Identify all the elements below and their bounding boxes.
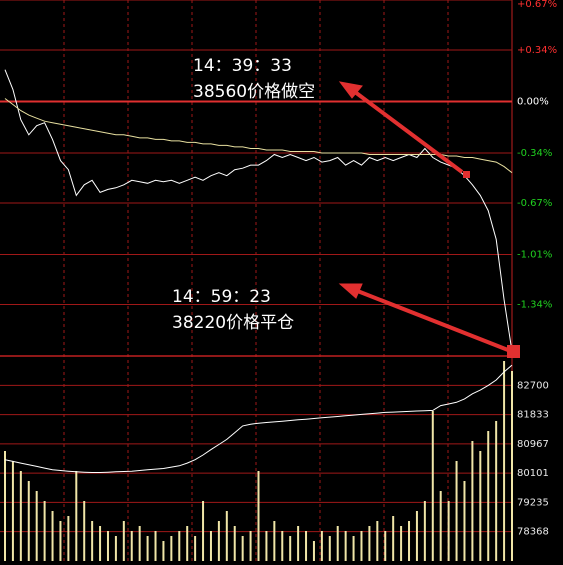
volume-bar: [19, 471, 22, 561]
volume-bar: [146, 536, 149, 561]
volume-bar: [408, 521, 411, 561]
volume-bar: [178, 531, 181, 561]
volume-bar: [479, 451, 482, 561]
volume-bar: [59, 521, 62, 561]
volume-bar: [99, 526, 102, 561]
volume-bar: [376, 521, 379, 561]
volume-bar: [273, 521, 276, 561]
volume-bar: [202, 501, 205, 561]
volume-bar: [114, 536, 117, 561]
annotation-time: 14：59：23: [172, 287, 271, 307]
volume-bar: [233, 526, 236, 561]
volume-bar: [162, 541, 165, 561]
volume-bar: [4, 451, 6, 561]
price-line: [4, 98, 513, 174]
volume-bar: [471, 441, 474, 561]
short-marker: [463, 171, 470, 178]
volume-bar: [312, 541, 315, 561]
close-marker: [507, 345, 520, 358]
y-tick-label: +0.34%: [517, 45, 557, 56]
volume-bar: [241, 536, 244, 561]
annotation-text: 38220价格平仓: [172, 313, 294, 333]
volume-bar: [320, 531, 323, 561]
volume-bar: [384, 531, 387, 561]
y2-tick-label: 81833: [517, 410, 549, 421]
y-tick-label: -0.34%: [517, 148, 552, 159]
volume-bar: [511, 371, 513, 561]
volume-bar: [431, 411, 434, 561]
volume-bar: [400, 526, 403, 561]
volume-bar: [368, 526, 371, 561]
arrows: [338, 81, 520, 358]
y2-tick-label: 82700: [517, 380, 549, 391]
y2-tick-label: 80101: [517, 468, 549, 479]
volume-bar: [170, 536, 173, 561]
volume-bar: [328, 536, 331, 561]
volume-bar: [122, 521, 125, 561]
y-tick-label: -1.01%: [517, 250, 552, 261]
volume-bar: [305, 531, 308, 561]
volume-bar: [423, 501, 426, 561]
volume-bar: [447, 501, 450, 561]
volume-bar: [487, 431, 490, 561]
volume-bar: [91, 521, 94, 561]
volume-bar: [463, 481, 466, 561]
volume-bar: [392, 516, 395, 561]
volume-bar: [360, 531, 363, 561]
y2-tick-label: 80967: [517, 439, 549, 450]
volume-bar: [186, 526, 189, 561]
volume-bar: [336, 526, 339, 561]
y2-tick-label: 79235: [517, 497, 549, 508]
volume-bar: [67, 516, 70, 561]
volume-bar: [83, 501, 86, 561]
volume-bar: [225, 511, 228, 561]
annotation-text: 38560价格做空: [193, 82, 315, 102]
volume-bar: [217, 521, 220, 561]
volume-bar: [27, 481, 30, 561]
open-interest-line: [4, 364, 513, 473]
arrow-head: [338, 283, 363, 299]
volume-bar: [352, 536, 355, 561]
volume-bar: [138, 526, 141, 561]
y-tick-label: -0.67%: [517, 198, 552, 209]
volume-bar: [344, 531, 347, 561]
volume-bar: [154, 531, 157, 561]
volume-bar: [439, 491, 442, 561]
volume-bar: [51, 511, 54, 561]
y-tick-label: -1.34%: [517, 299, 552, 310]
volume-bar: [265, 531, 268, 561]
volume-bar: [194, 536, 197, 561]
volume-bar: [257, 471, 260, 561]
arrow-head: [338, 81, 363, 99]
volume-bar: [297, 526, 300, 561]
y2-tick-label: 78368: [517, 527, 549, 538]
volume-bar: [289, 536, 292, 561]
volume-bar: [455, 461, 458, 561]
volume-bar: [503, 361, 506, 561]
volume-bar: [249, 531, 252, 561]
volume-bar: [209, 531, 212, 561]
price-line: [4, 69, 513, 352]
volume-bar: [35, 491, 38, 561]
volume-bar: [495, 421, 498, 561]
volume-bar: [43, 501, 46, 561]
volume-bar: [281, 531, 284, 561]
volume-bar: [11, 461, 14, 561]
arrow-shaft: [353, 90, 464, 174]
volume-bar: [415, 511, 418, 561]
volume-bar: [106, 531, 109, 561]
arrow-shaft: [354, 288, 509, 352]
y-tick-label: +0.67%: [517, 0, 557, 10]
annotation-time: 14：39：33: [193, 56, 292, 76]
y-tick-label: 0.00%: [517, 96, 549, 107]
volume-bar: [75, 471, 78, 561]
volume-bar: [130, 531, 133, 561]
